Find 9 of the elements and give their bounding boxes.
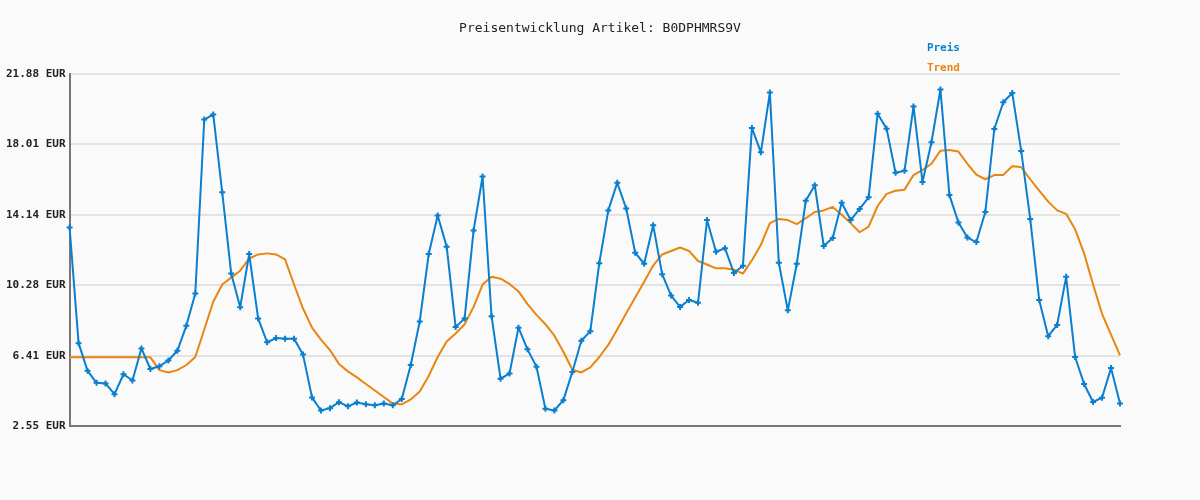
text: Trend [926, 60, 960, 76]
chart-title: Preisentwicklung Artikel: B0DPHMRS9V [458, 20, 742, 35]
y-tick-label: 2.55 EUR [12, 418, 66, 432]
y-tick-label: 10.28 EUR [5, 278, 66, 292]
y-tick-label: 14.14 EUR [5, 207, 66, 221]
y-tick-label: 6.41 EUR [12, 348, 66, 362]
y-tick-label: 21.88 EUR [5, 66, 66, 80]
y-tick-label: 18.01 EUR [5, 137, 66, 151]
text: Preis [926, 40, 960, 56]
